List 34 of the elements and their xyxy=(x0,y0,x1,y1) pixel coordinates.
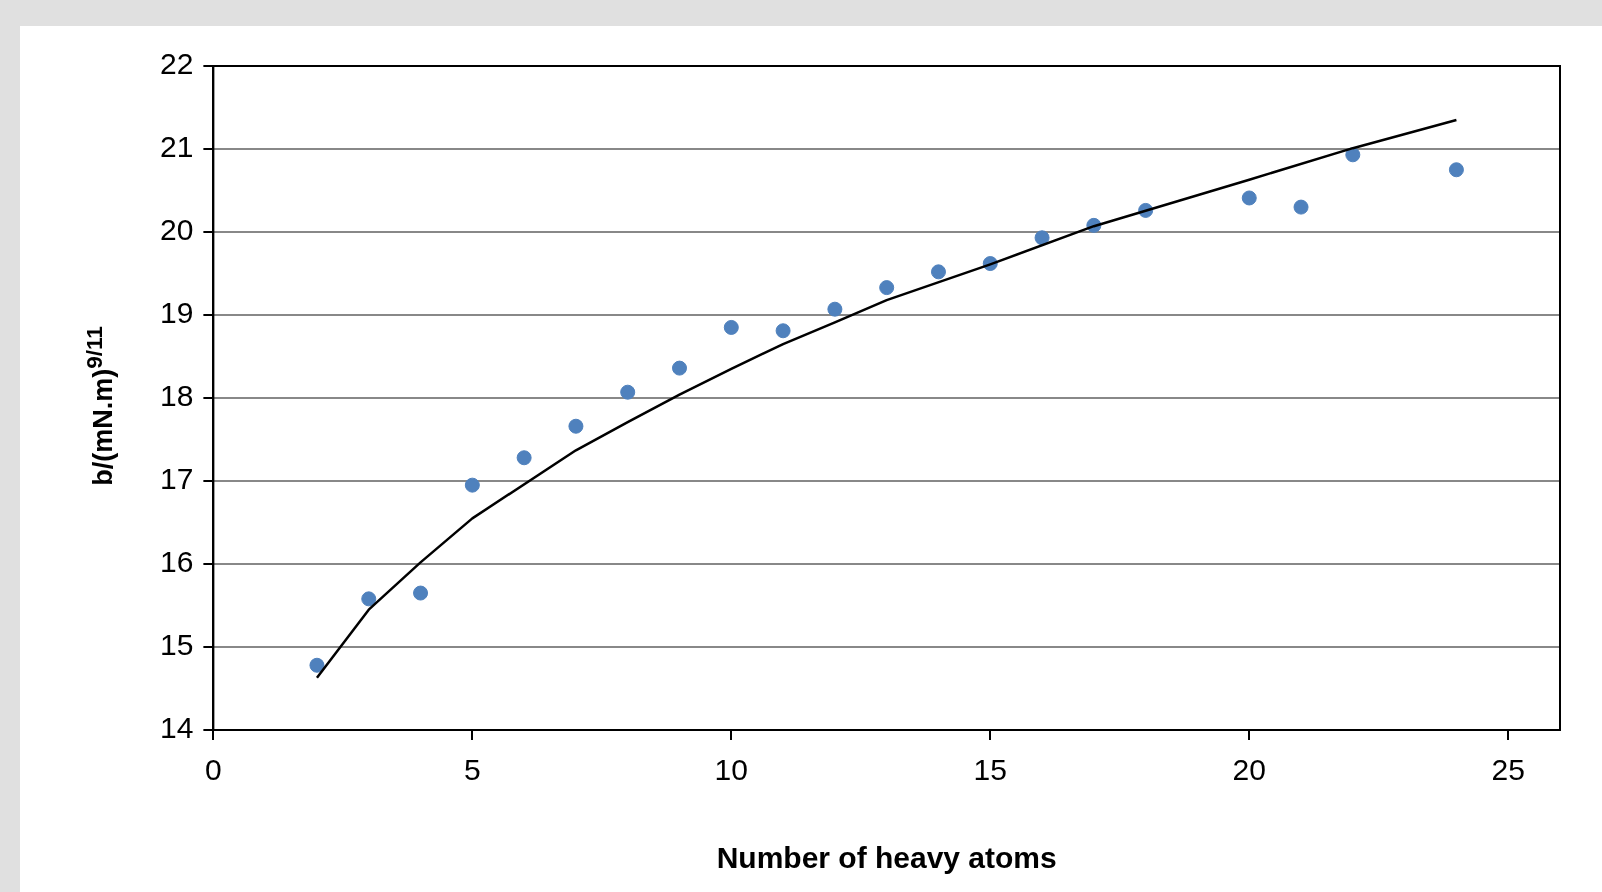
y-tick-label: 15 xyxy=(159,628,194,662)
y-tick-label: 21 xyxy=(159,130,194,164)
point xyxy=(568,418,584,434)
point xyxy=(413,585,429,601)
y-tick-label: 20 xyxy=(159,213,194,247)
point xyxy=(309,657,325,673)
point xyxy=(620,384,636,400)
point xyxy=(723,319,739,335)
point xyxy=(1034,230,1050,246)
y-tick-label: 18 xyxy=(159,379,194,413)
x-tick-label: 0 xyxy=(205,753,222,787)
point xyxy=(1293,199,1309,215)
x-tick-label: 15 xyxy=(973,753,1007,787)
point xyxy=(1345,147,1361,163)
y-tick-label: 22 xyxy=(159,47,194,81)
x-axis-title: Number of heavy atoms xyxy=(716,841,1057,875)
point xyxy=(827,301,843,317)
x-tick-label: 25 xyxy=(1491,753,1525,787)
point xyxy=(361,591,377,607)
point xyxy=(1241,190,1257,206)
point xyxy=(672,360,688,376)
x-tick-label: 5 xyxy=(463,753,481,787)
y-tick-label: 17 xyxy=(159,462,194,496)
point xyxy=(516,450,532,466)
x-tick-label: 20 xyxy=(1232,753,1266,787)
point xyxy=(775,323,791,339)
y-tick-label: 14 xyxy=(159,711,194,745)
y-tick-label: 19 xyxy=(159,296,194,330)
point xyxy=(464,477,480,493)
x-tick-label: 10 xyxy=(714,753,748,787)
y-tick-label: 16 xyxy=(159,545,194,579)
point xyxy=(1448,162,1464,178)
point xyxy=(930,264,946,280)
point xyxy=(879,280,895,296)
